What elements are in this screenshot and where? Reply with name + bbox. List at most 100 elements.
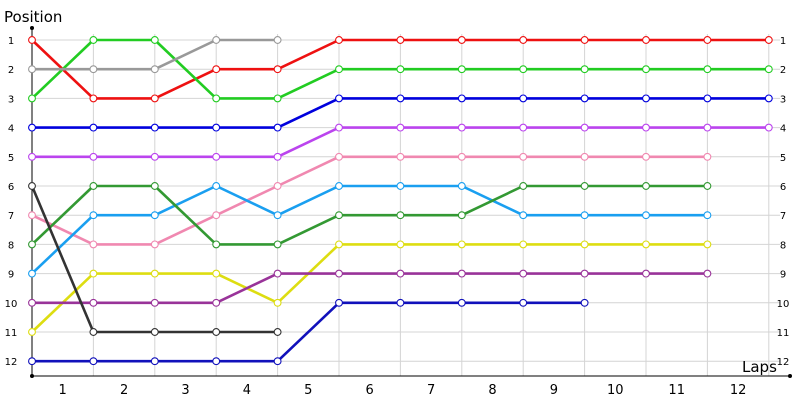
series-line xyxy=(31,184,708,246)
data-point xyxy=(28,240,36,249)
data-point xyxy=(150,123,159,132)
data-point xyxy=(212,152,221,161)
data-point xyxy=(580,240,589,249)
data-point xyxy=(703,152,712,161)
x-axis-origin-dot xyxy=(30,374,34,378)
data-point xyxy=(212,240,221,249)
data-point xyxy=(28,298,36,307)
data-point xyxy=(335,240,343,249)
data-point xyxy=(335,65,343,74)
data-point xyxy=(519,211,528,220)
data-point xyxy=(764,123,773,132)
data-point xyxy=(519,36,528,44)
series-12 xyxy=(28,36,282,74)
y-tick-label-right: 7 xyxy=(780,211,786,222)
data-point xyxy=(335,94,343,103)
x-tick-label: 2 xyxy=(120,383,128,398)
series-line xyxy=(31,155,708,246)
y-tick-label-right: 10 xyxy=(777,299,790,310)
data-point xyxy=(396,94,405,103)
series-line xyxy=(32,301,585,363)
data-point xyxy=(28,182,36,190)
data-point xyxy=(89,328,98,336)
y-tick-label-right: 11 xyxy=(777,328,790,339)
series-6 xyxy=(28,182,712,278)
data-point xyxy=(642,182,650,190)
data-point xyxy=(28,123,36,132)
data-point xyxy=(150,298,159,307)
axes xyxy=(30,26,792,378)
data-point xyxy=(642,123,650,132)
data-point xyxy=(212,94,221,103)
data-point xyxy=(150,240,159,249)
data-point xyxy=(457,298,466,307)
data-point xyxy=(89,298,98,307)
data-point xyxy=(273,240,282,249)
data-point xyxy=(457,65,466,74)
series-line xyxy=(31,243,708,333)
data-point xyxy=(703,240,712,249)
y-tick-label-right: 6 xyxy=(780,182,786,193)
data-point xyxy=(28,357,36,366)
data-point xyxy=(335,182,343,190)
data-point xyxy=(89,65,98,74)
data-point xyxy=(519,269,528,278)
data-point xyxy=(150,357,159,366)
y-tick-label-left: 12 xyxy=(5,357,18,368)
data-point xyxy=(335,269,343,278)
data-point xyxy=(457,182,466,190)
data-point xyxy=(150,211,159,220)
data-point xyxy=(212,357,221,366)
data-point xyxy=(335,152,343,161)
x-tick-label: 3 xyxy=(181,383,189,398)
data-point xyxy=(457,36,466,44)
data-point xyxy=(764,36,773,44)
data-point xyxy=(457,240,466,249)
data-point xyxy=(28,328,36,336)
series-line xyxy=(32,272,708,305)
data-point xyxy=(396,36,405,44)
data-point xyxy=(457,211,466,220)
data-point xyxy=(580,65,589,74)
data-point xyxy=(89,211,98,220)
y-tick-label-left: 6 xyxy=(8,182,14,193)
data-point xyxy=(150,36,159,44)
data-point xyxy=(28,65,36,74)
data-point xyxy=(89,152,98,161)
data-point xyxy=(273,94,282,103)
y-tick-label-left: 1 xyxy=(8,36,14,47)
data-point xyxy=(396,240,405,249)
x-axis-end-dot xyxy=(788,374,792,378)
data-point xyxy=(642,36,650,44)
data-point xyxy=(28,94,36,103)
data-point xyxy=(703,65,712,74)
data-point xyxy=(150,94,159,103)
data-point xyxy=(335,123,343,132)
data-point xyxy=(703,182,712,190)
data-point xyxy=(89,123,98,132)
data-point xyxy=(642,269,650,278)
data-point xyxy=(580,36,589,44)
data-point xyxy=(519,123,528,132)
data-point xyxy=(519,182,528,190)
series-4 xyxy=(28,123,773,161)
data-point xyxy=(703,211,712,220)
data-point xyxy=(457,94,466,103)
x-tick-label: 8 xyxy=(488,383,496,398)
y-tick-label-right: 1 xyxy=(780,36,786,47)
data-point xyxy=(580,182,589,190)
data-point xyxy=(273,152,282,161)
data-point xyxy=(150,328,159,336)
data-point xyxy=(89,94,98,103)
data-point xyxy=(212,65,221,74)
data-point xyxy=(642,211,650,220)
y-tick-label-left: 2 xyxy=(8,65,14,76)
y-tick-label-right: 4 xyxy=(780,124,786,135)
series-group xyxy=(28,36,773,366)
data-point xyxy=(273,211,282,220)
data-point xyxy=(89,269,98,278)
data-point xyxy=(273,123,282,132)
series-3 xyxy=(28,94,773,132)
data-point xyxy=(396,269,405,278)
data-point xyxy=(519,94,528,103)
